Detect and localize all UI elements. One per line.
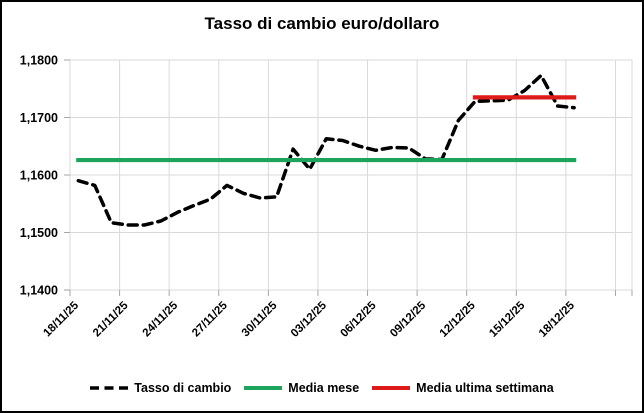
y-tick-label: 1,1800 — [20, 54, 58, 68]
x-tick-label: 27/11/25 — [190, 299, 230, 339]
legend-label-media-ultima-settimana: Media ultima settimana — [416, 381, 554, 395]
x-tick-label: 30/11/25 — [240, 299, 280, 339]
x-tick-label: 21/11/25 — [91, 299, 131, 339]
x-tick-label: 18/12/25 — [537, 299, 578, 340]
legend-item-media-mese: Media mese — [244, 381, 359, 395]
chart-title: Tasso di cambio euro/dollaro — [204, 14, 440, 33]
legend-item-media-ultima-settimana: Media ultima settimana — [372, 381, 554, 395]
legend-label-tasso-di-cambio: Tasso di cambio — [134, 381, 232, 395]
x-tick-label: 06/12/25 — [339, 299, 380, 340]
legend: Tasso di cambio Media mese Media ultima … — [2, 374, 642, 402]
x-tick-label: 09/12/25 — [388, 299, 429, 340]
x-tick-label: 12/12/25 — [438, 299, 479, 340]
x-tick-label: 18/11/25 — [41, 299, 81, 339]
legend-item-tasso-di-cambio: Tasso di cambio — [90, 381, 231, 395]
x-tick-label: 15/12/25 — [487, 299, 528, 340]
x-tick-label: 24/11/25 — [141, 299, 181, 339]
series-tasso-di-cambio — [76, 73, 576, 227]
y-tick-label: 1,1700 — [20, 111, 58, 125]
x-tick-label: 03/12/25 — [289, 299, 330, 340]
legend-dashed-line-icon — [90, 386, 129, 390]
legend-label-media-mese: Media mese — [288, 381, 360, 395]
y-tick-label: 1,1600 — [20, 169, 58, 183]
y-tick-label: 1,1400 — [20, 284, 58, 298]
legend-red-line-icon — [372, 386, 411, 390]
y-tick-label: 1,1500 — [20, 226, 58, 240]
legend-green-line-icon — [244, 386, 283, 390]
